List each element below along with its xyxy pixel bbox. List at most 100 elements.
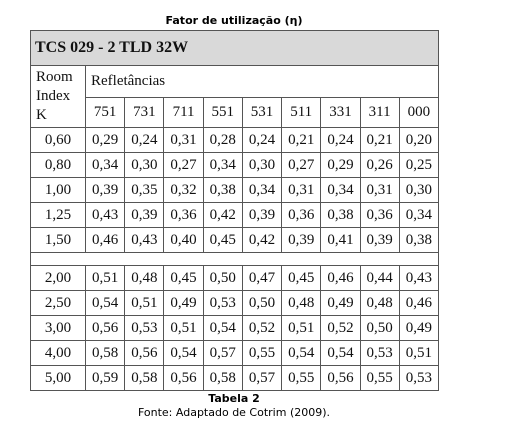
value-cell: 0,36 bbox=[163, 202, 204, 228]
value-cell: 0,21 bbox=[281, 127, 322, 153]
value-cell: 0,53 bbox=[202, 290, 243, 316]
column-header: 000 bbox=[398, 97, 439, 128]
value-cell: 0,57 bbox=[202, 340, 243, 366]
value-cell: 0,55 bbox=[241, 340, 283, 366]
group-gap bbox=[30, 252, 439, 266]
value-cell: 0,56 bbox=[85, 315, 126, 341]
value-cell: 0,43 bbox=[124, 227, 165, 253]
row-index: 1,00 bbox=[30, 177, 86, 203]
table-header: TCS 029 - 2 TLD 32W bbox=[30, 30, 439, 66]
value-cell: 0,34 bbox=[241, 177, 283, 203]
value-cell: 0,54 bbox=[202, 315, 243, 341]
row-header-line: K bbox=[36, 107, 47, 123]
value-cell: 0,43 bbox=[398, 265, 439, 291]
value-cell: 0,40 bbox=[163, 227, 204, 253]
group-header: Refletâncias bbox=[85, 65, 439, 98]
column-header: 511 bbox=[281, 97, 322, 128]
row-index: 0,60 bbox=[30, 127, 86, 153]
value-cell: 0,34 bbox=[320, 177, 361, 203]
value-cell: 0,24 bbox=[241, 127, 283, 153]
value-cell: 0,38 bbox=[202, 177, 243, 203]
value-cell: 0,52 bbox=[241, 315, 283, 341]
value-cell: 0,51 bbox=[398, 340, 439, 366]
row-index: 2,50 bbox=[30, 290, 86, 316]
value-cell: 0,34 bbox=[398, 202, 439, 228]
column-header: 331 bbox=[320, 97, 361, 128]
value-cell: 0,50 bbox=[241, 290, 283, 316]
row-index: 4,00 bbox=[30, 340, 86, 366]
value-cell: 0,41 bbox=[320, 227, 361, 253]
value-cell: 0,45 bbox=[163, 265, 204, 291]
value-cell: 0,31 bbox=[163, 127, 204, 153]
value-cell: 0,39 bbox=[124, 202, 165, 228]
row-index: 1,25 bbox=[30, 202, 86, 228]
value-cell: 0,47 bbox=[241, 265, 283, 291]
value-cell: 0,45 bbox=[281, 265, 322, 291]
value-cell: 0,31 bbox=[359, 177, 400, 203]
value-cell: 0,49 bbox=[398, 315, 439, 341]
value-cell: 0,21 bbox=[359, 127, 400, 153]
value-cell: 0,48 bbox=[359, 290, 400, 316]
value-cell: 0,30 bbox=[241, 152, 283, 178]
value-cell: 0,25 bbox=[398, 152, 439, 178]
column-header: 711 bbox=[163, 97, 204, 128]
value-cell: 0,46 bbox=[398, 290, 439, 316]
value-cell: 0,55 bbox=[281, 365, 322, 391]
value-cell: 0,39 bbox=[85, 177, 126, 203]
value-cell: 0,29 bbox=[85, 127, 126, 153]
value-cell: 0,30 bbox=[398, 177, 439, 203]
value-cell: 0,54 bbox=[320, 340, 361, 366]
value-cell: 0,43 bbox=[85, 202, 126, 228]
value-cell: 0,31 bbox=[281, 177, 322, 203]
row-header-line: Index bbox=[36, 88, 71, 104]
title: Fator de utilização (η) bbox=[165, 14, 303, 27]
value-cell: 0,56 bbox=[320, 365, 361, 391]
value-cell: 0,30 bbox=[124, 152, 165, 178]
value-cell: 0,42 bbox=[241, 227, 283, 253]
value-cell: 0,24 bbox=[320, 127, 361, 153]
value-cell: 0,32 bbox=[163, 177, 204, 203]
value-cell: 0,34 bbox=[85, 152, 126, 178]
value-cell: 0,26 bbox=[359, 152, 400, 178]
value-cell: 0,27 bbox=[281, 152, 322, 178]
value-cell: 0,35 bbox=[124, 177, 165, 203]
value-cell: 0,55 bbox=[359, 365, 400, 391]
value-cell: 0,39 bbox=[281, 227, 322, 253]
source: Fonte: Adaptado de Cotrim (2009). bbox=[137, 406, 331, 419]
value-cell: 0,58 bbox=[124, 365, 165, 391]
value-cell: 0,38 bbox=[320, 202, 361, 228]
row-index: 2,00 bbox=[30, 265, 86, 291]
value-cell: 0,51 bbox=[85, 265, 126, 291]
row-index: 1,50 bbox=[30, 227, 86, 253]
value-cell: 0,46 bbox=[85, 227, 126, 253]
value-cell: 0,54 bbox=[85, 290, 126, 316]
value-cell: 0,53 bbox=[124, 315, 165, 341]
row-header-line: Room bbox=[36, 69, 73, 85]
value-cell: 0,51 bbox=[281, 315, 322, 341]
value-cell: 0,34 bbox=[202, 152, 243, 178]
row-header: Room Index K bbox=[30, 65, 86, 128]
caption: Tabela 2 bbox=[208, 392, 260, 405]
value-cell: 0,49 bbox=[320, 290, 361, 316]
value-cell: 0,50 bbox=[359, 315, 400, 341]
value-cell: 0,57 bbox=[241, 365, 283, 391]
value-cell: 0,51 bbox=[124, 290, 165, 316]
value-cell: 0,56 bbox=[124, 340, 165, 366]
column-header: 531 bbox=[241, 97, 283, 128]
value-cell: 0,53 bbox=[359, 340, 400, 366]
value-cell: 0,58 bbox=[85, 340, 126, 366]
value-cell: 0,53 bbox=[398, 365, 439, 391]
value-cell: 0,48 bbox=[124, 265, 165, 291]
column-header: 731 bbox=[124, 97, 165, 128]
value-cell: 0,24 bbox=[124, 127, 165, 153]
row-index: 0,80 bbox=[30, 152, 86, 178]
row-index: 3,00 bbox=[30, 315, 86, 341]
value-cell: 0,48 bbox=[281, 290, 322, 316]
value-cell: 0,46 bbox=[320, 265, 361, 291]
column-header: 551 bbox=[202, 97, 243, 128]
row-index: 5,00 bbox=[30, 365, 86, 391]
value-cell: 0,52 bbox=[320, 315, 361, 341]
value-cell: 0,54 bbox=[163, 340, 204, 366]
value-cell: 0,29 bbox=[320, 152, 361, 178]
